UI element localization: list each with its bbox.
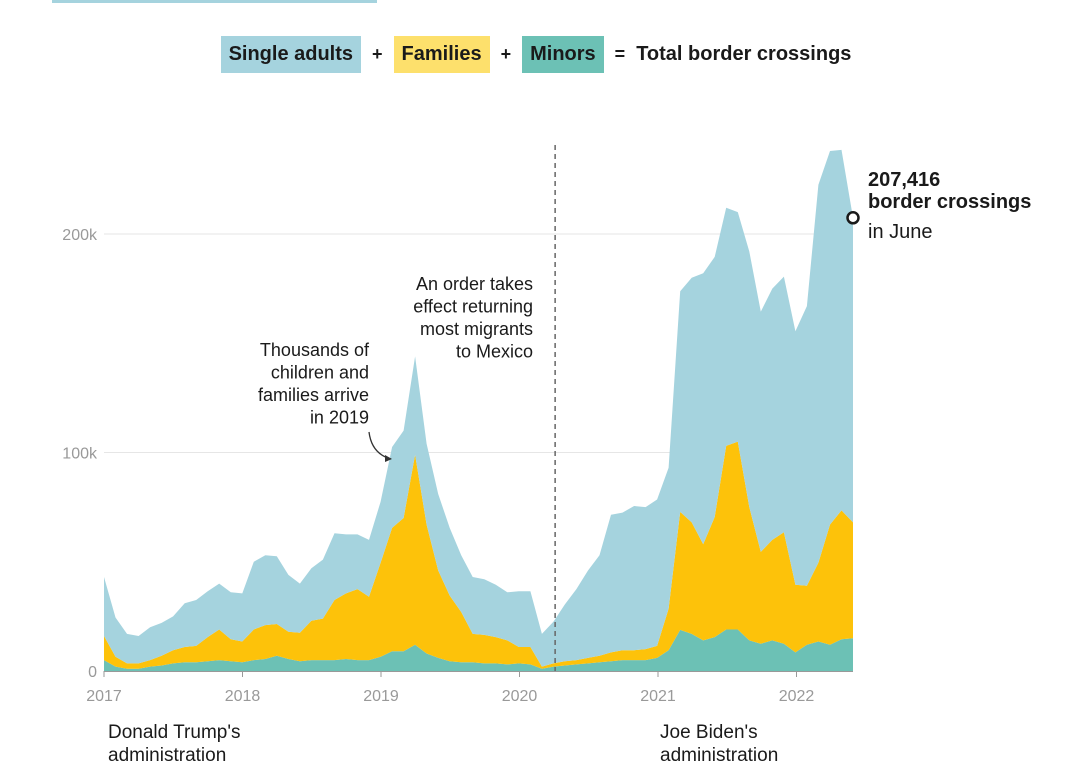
annotation-order-mexico-line: An order takes xyxy=(416,274,533,294)
june-2022-marker xyxy=(846,211,860,225)
annotation-families-2019-line: children and xyxy=(271,363,369,383)
annotation-families-2019-line: in 2019 xyxy=(310,408,369,428)
area-minors xyxy=(104,629,853,671)
legend-plus-2: + xyxy=(500,43,512,64)
trump-administration-label: administration xyxy=(108,745,226,766)
area-families xyxy=(104,441,853,669)
biden-administration-label: Joe Biden's xyxy=(660,722,758,743)
annotation-arrow xyxy=(368,431,392,460)
x-tick-label-2022: 2022 xyxy=(779,688,815,705)
x-tick-label-2017: 2017 xyxy=(86,688,122,705)
annotation-arrowhead xyxy=(385,455,392,462)
y-tick-label-200k: 200k xyxy=(62,227,98,244)
legend-total: Total border crossings xyxy=(636,42,852,65)
legend-plus-1: + xyxy=(372,43,383,64)
legend-equals: = xyxy=(614,43,626,64)
top-accent-bar xyxy=(52,0,377,3)
y-tick-label-0: 0 xyxy=(88,664,97,681)
x-tick-label-2020: 2020 xyxy=(502,688,538,705)
x-tick-label-2018: 2018 xyxy=(225,688,261,705)
legend-minors: Minors xyxy=(522,35,604,73)
x-tick-label-2021: 2021 xyxy=(640,688,676,705)
chart-legend: Single adults + Families + Minors = Tota… xyxy=(0,35,1072,73)
legend-families: Families xyxy=(393,35,490,73)
legend-single-adults: Single adults xyxy=(220,35,362,73)
annotation-order-mexico-line: effect returning xyxy=(413,297,533,317)
annotation-order-mexico-line: most migrants xyxy=(420,319,533,339)
x-tick-label-2019: 2019 xyxy=(363,688,399,705)
june-value-label: 207,416 xyxy=(868,169,940,191)
y-tick-label-100k: 100k xyxy=(62,446,98,463)
biden-administration-label: administration xyxy=(660,745,778,766)
annotation-families-2019-line: Thousands of xyxy=(260,340,370,360)
trump-administration-label: Donald Trump's xyxy=(108,722,240,743)
annotation-families-2019-line: families arrive xyxy=(258,385,369,405)
annotation-order-mexico-line: to Mexico xyxy=(456,342,533,362)
june-crossings-label: border crossings xyxy=(868,191,1031,213)
area-single xyxy=(104,149,853,667)
june-month-label: in June xyxy=(868,221,933,243)
